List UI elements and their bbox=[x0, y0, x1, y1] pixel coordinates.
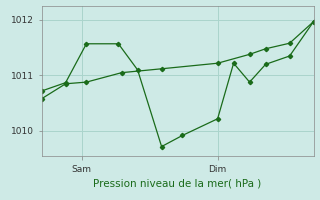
X-axis label: Pression niveau de la mer( hPa ): Pression niveau de la mer( hPa ) bbox=[93, 178, 262, 188]
